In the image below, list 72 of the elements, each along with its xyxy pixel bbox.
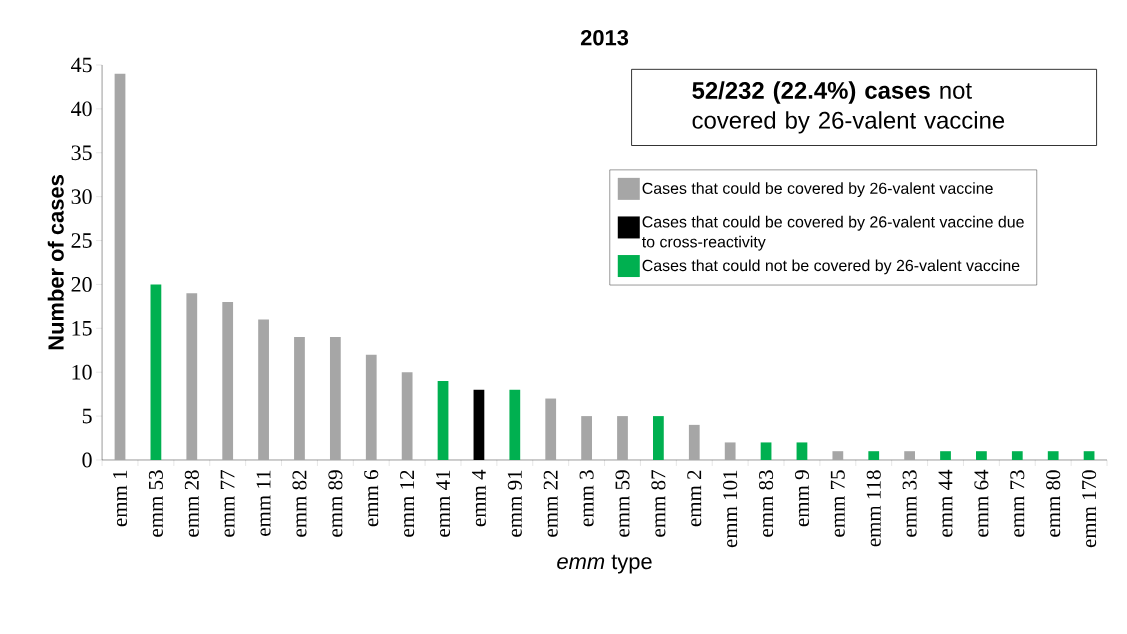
- x-tick-label: emm 77: [220, 470, 235, 537]
- y-tick-label: 35: [71, 145, 92, 161]
- x-tick-label: emm 41: [436, 470, 451, 537]
- x-tick-label: emm 4: [471, 469, 486, 527]
- bar: [437, 380, 449, 460]
- bar: [329, 337, 341, 460]
- y-tick-label: 0: [82, 452, 92, 468]
- bar: [796, 442, 808, 460]
- x-tick-label: emm 53: [148, 470, 163, 537]
- y-tick-label: 15: [72, 320, 92, 336]
- bar: [653, 416, 664, 460]
- bar: [617, 416, 628, 460]
- x-tick-label: emm 83: [759, 470, 774, 537]
- x-tick-label: emm 82: [292, 470, 307, 537]
- bar: [688, 424, 700, 460]
- bar: [114, 73, 126, 460]
- y-tick-label: 40: [71, 101, 92, 117]
- y-tick-label: 5: [82, 408, 92, 424]
- y-tick-label: 20: [71, 277, 92, 292]
- y-axis-title: Number of cases: [47, 175, 64, 350]
- x-tick-label: emm 59: [615, 470, 630, 537]
- bar: [401, 372, 413, 460]
- bar: [222, 301, 234, 460]
- bar: [509, 389, 521, 460]
- x-tick-label: emm 28: [184, 470, 199, 537]
- bar: [760, 442, 772, 460]
- bar: [545, 398, 557, 460]
- x-tick-label: emm 80: [1046, 470, 1061, 537]
- bar: [868, 451, 880, 460]
- bar: [294, 337, 305, 460]
- x-tick-label: emm 87: [651, 470, 666, 537]
- x-tick-label: emm 64: [974, 469, 989, 537]
- y-tick-label: 45: [71, 57, 92, 73]
- x-tick-label: emm 75: [830, 470, 845, 537]
- bar: [1047, 451, 1059, 460]
- bar: [940, 451, 951, 460]
- x-tick-label: emm 12: [400, 470, 415, 537]
- x-tick-label: emm 6: [364, 470, 379, 527]
- legend-label: Cases that could not be covered by 26-valent vaccine: [642, 259, 1020, 275]
- x-tick-label: emm 2: [687, 470, 702, 527]
- y-tick-label: 25: [71, 233, 92, 248]
- x-tick-label: emm 33: [902, 470, 917, 537]
- bar: [258, 319, 269, 460]
- x-tick-label: emm 11: [256, 470, 271, 536]
- bar: [581, 416, 592, 460]
- x-tick-label: emm 44: [938, 469, 953, 537]
- bar: [150, 284, 162, 460]
- x-tick-label: emm 101: [723, 470, 738, 548]
- x-tick-label: emm 1: [113, 470, 128, 527]
- bar: [904, 451, 916, 460]
- chart-title: 2013: [580, 29, 629, 46]
- legend-label: Cases that could be covered by 26-valent vaccine: [642, 182, 993, 198]
- bar: [832, 451, 844, 460]
- bar: [724, 442, 736, 460]
- x-tick-label: emm 89: [328, 470, 343, 537]
- x-axis-title: emm type: [557, 554, 652, 574]
- x-tick-label: emm 118: [866, 470, 881, 547]
- x-tick-label: emm 170: [1082, 470, 1097, 548]
- bar: [1083, 451, 1095, 460]
- x-tick-label: emm 3: [579, 470, 594, 527]
- bar: [186, 293, 198, 460]
- x-tick-label: emm 73: [1010, 470, 1025, 537]
- legend-label: Cases that could be covered by 26-valent vaccine due to cross-reactivity: [642, 215, 1024, 251]
- bar: [976, 451, 987, 460]
- bar: [1011, 451, 1023, 460]
- x-tick-label: emm 9: [794, 470, 809, 527]
- x-tick-label: emm 22: [543, 470, 558, 537]
- x-tick-label: emm 91: [507, 470, 522, 537]
- y-tick-label: 30: [71, 189, 92, 205]
- y-tick-label: 10: [72, 364, 92, 380]
- annotation: 52/232 (22.4%) cases not covered by 26-valent vaccine: [692, 81, 1005, 134]
- bar: [365, 354, 377, 460]
